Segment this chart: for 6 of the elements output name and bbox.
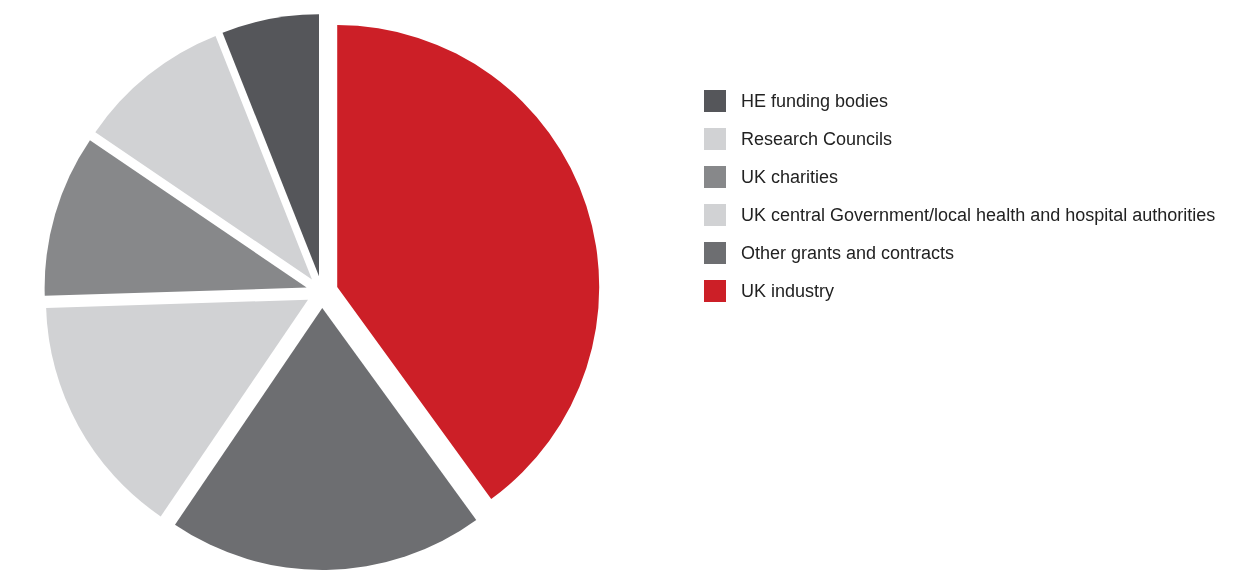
legend-label: HE funding bodies bbox=[741, 91, 889, 111]
legend-label: Other grants and contracts bbox=[741, 243, 955, 263]
legend-label: Research Councils bbox=[741, 129, 893, 149]
legend-label: UK charities bbox=[741, 167, 839, 187]
legend-label: UK central Government/local health and hospital authorities bbox=[741, 205, 1216, 225]
legend-label: UK industry bbox=[741, 281, 835, 301]
